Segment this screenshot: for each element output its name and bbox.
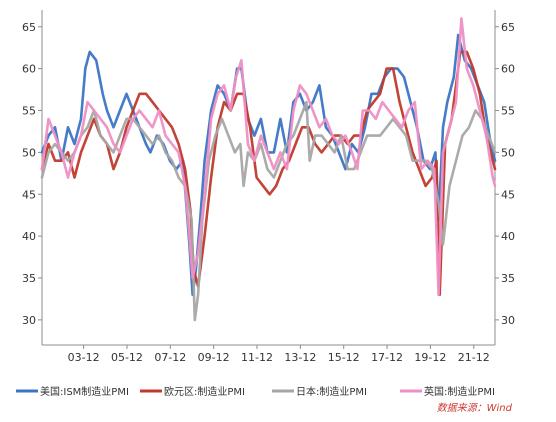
y-tick-label-right: 65 bbox=[501, 21, 515, 34]
chart-axes: 30 30 35 35 40 40 45 45 50 50 55 55 60 60 65 65 03-12 05-… bbox=[22, 10, 515, 364]
y-tick-label-right: 45 bbox=[501, 188, 515, 201]
chart-legend: 美国:ISM制造业PMI 欧元区:制造业PMI 日本:制造业PMI 英国:制造业PMI bbox=[16, 385, 495, 398]
series-line-2 bbox=[40, 50, 497, 297]
x-tick-label: 17-12 bbox=[371, 351, 403, 364]
y-tick-label-right: 50 bbox=[501, 146, 515, 159]
series-line-4 bbox=[40, 17, 497, 297]
legend-label-2: 欧元区:制造业PMI bbox=[164, 385, 245, 398]
x-tick-label: 05-12 bbox=[111, 351, 143, 364]
x-tick-label: 13-12 bbox=[284, 351, 316, 364]
y-tick-label-left: 30 bbox=[22, 314, 36, 327]
series-line-3 bbox=[40, 100, 497, 322]
y-tick-label-right: 60 bbox=[501, 63, 515, 76]
legend-label-3: 日本:制造业PMI bbox=[296, 385, 367, 398]
y-tick-label-left: 35 bbox=[22, 272, 36, 285]
y-tick-label-right: 35 bbox=[501, 272, 515, 285]
x-tick-label: 09-12 bbox=[198, 351, 230, 364]
legend-label-1: 美国:ISM制造业PMI bbox=[40, 385, 129, 398]
x-tick-label: 07-12 bbox=[154, 351, 186, 364]
x-tick-label: 15-12 bbox=[328, 351, 360, 364]
y-tick-label-left: 50 bbox=[22, 146, 36, 159]
y-tick-label-left: 55 bbox=[22, 105, 36, 118]
y-tick-label-left: 65 bbox=[22, 21, 36, 34]
x-tick-label: 11-12 bbox=[241, 351, 273, 364]
y-tick-label-right: 40 bbox=[501, 230, 515, 243]
y-tick-label-right: 30 bbox=[501, 314, 515, 327]
legend-label-4: 英国:制造业PMI bbox=[424, 385, 495, 398]
y-tick-label-left: 45 bbox=[22, 188, 36, 201]
y-tick-label-left: 40 bbox=[22, 230, 36, 243]
source-note: 数据来源：Wind bbox=[437, 402, 513, 414]
series-line-1 bbox=[40, 33, 497, 297]
x-tick-label: 21-12 bbox=[458, 351, 490, 364]
y-tick-label-right: 55 bbox=[501, 105, 515, 118]
x-tick-label: 19-12 bbox=[414, 351, 446, 364]
x-tick-label: 03-12 bbox=[68, 351, 100, 364]
y-tick-label-left: 60 bbox=[22, 63, 36, 76]
chart-series bbox=[40, 17, 497, 322]
